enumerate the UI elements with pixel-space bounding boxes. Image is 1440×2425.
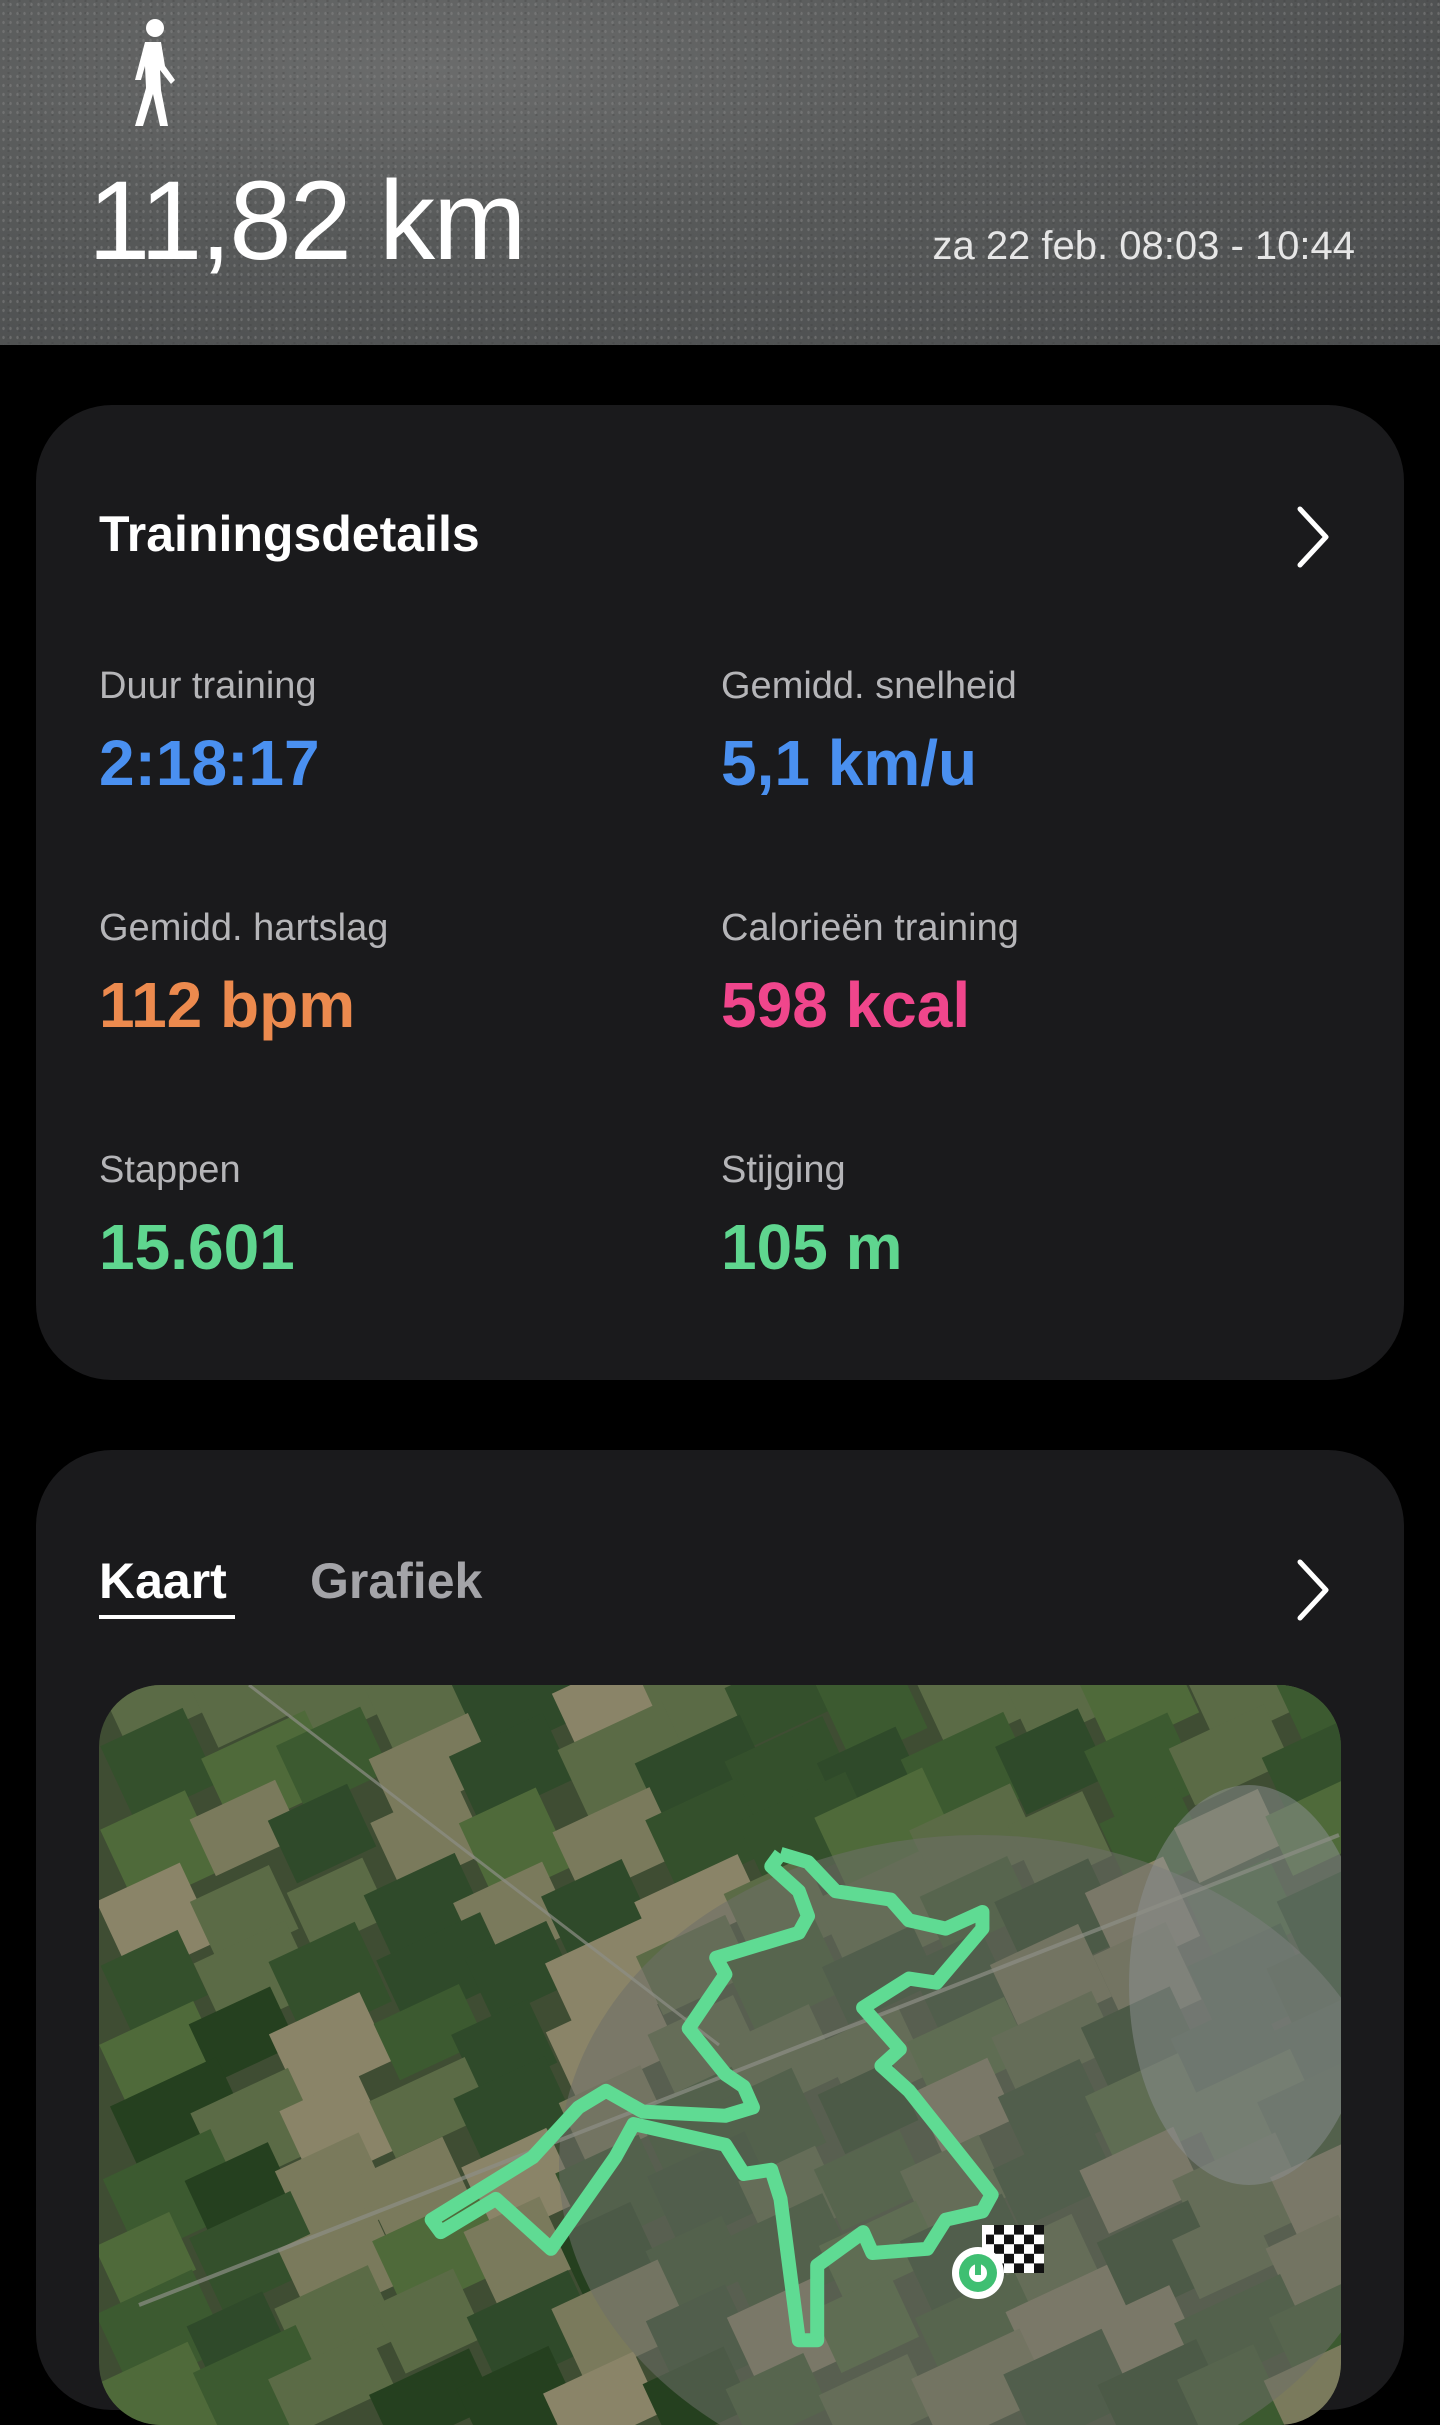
stat-value: 105 m	[721, 1211, 903, 1283]
stat-label: Gemidd. snelheid	[721, 665, 1017, 707]
stat-item: Stijging 105 m	[721, 1151, 1281, 1279]
route-map[interactable]	[99, 1685, 1341, 2425]
stat-item: Stappen 15.601	[99, 1151, 659, 1279]
stat-value: 112 bpm	[99, 969, 356, 1041]
stat-label: Gemidd. hartslag	[99, 907, 389, 949]
stat-label: Stijging	[721, 1149, 846, 1191]
route-path	[432, 1854, 992, 2340]
header-banner: 11,82 km za 22 feb. 08:03 - 10:44	[0, 0, 1440, 345]
stat-value: 15.601	[99, 1211, 295, 1283]
stat-item: Gemidd. hartslag 112 bpm	[99, 909, 659, 1037]
tab-grafiek[interactable]: Grafiek	[310, 1553, 483, 1609]
date-time: za 22 feb. 08:03 - 10:44	[932, 224, 1355, 268]
stat-label: Duur training	[99, 665, 317, 707]
tab-kaart[interactable]: Kaart	[99, 1553, 227, 1609]
map-card: Kaart Grafiek	[36, 1450, 1404, 2425]
card-title: Trainingsdetails	[99, 506, 480, 562]
chevron-right-icon[interactable]	[1292, 505, 1332, 569]
training-details-card[interactable]: Trainingsdetails Duur training 2:18:17 Ge…	[36, 405, 1404, 1380]
active-tab-indicator	[99, 1615, 235, 1619]
stat-value: 2:18:17	[99, 727, 320, 799]
stat-label: Stappen	[99, 1149, 241, 1191]
start-marker-icon	[952, 2247, 1004, 2299]
stat-item: Gemidd. snelheid 5,1 km/u	[721, 667, 1281, 795]
walking-person-icon	[135, 19, 175, 126]
satellite-map	[99, 1685, 1341, 2425]
distance-value: 11,82 km	[88, 158, 526, 283]
chevron-right-icon[interactable]	[1292, 1558, 1332, 1622]
stat-item: Duur training 2:18:17	[99, 667, 659, 795]
stat-item: Calorieën training 598 kcal	[721, 909, 1281, 1037]
stat-value: 598 kcal	[721, 969, 971, 1041]
stat-value: 5,1 km/u	[721, 727, 978, 799]
stat-label: Calorieën training	[721, 907, 1019, 949]
